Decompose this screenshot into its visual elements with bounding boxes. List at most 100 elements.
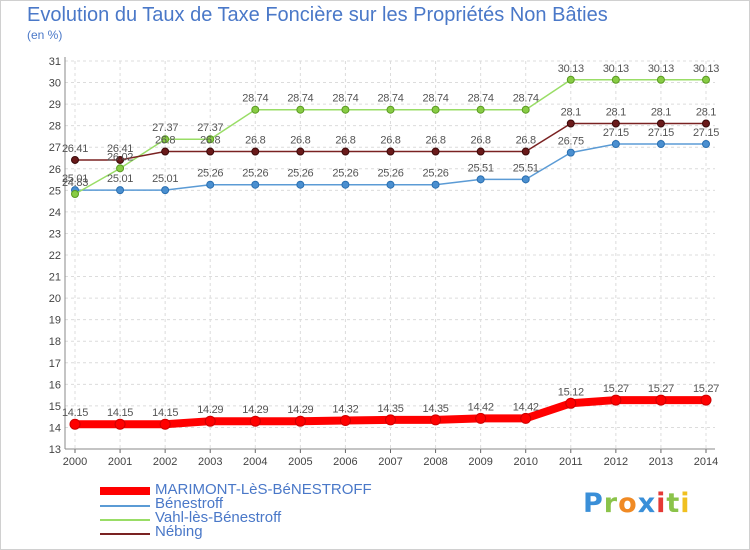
data-label-3: 26.8 [335, 135, 355, 147]
y-tick-label: 19 [49, 315, 61, 327]
x-tick-label: 2014 [694, 456, 718, 468]
data-label-1: 25.01 [62, 173, 88, 185]
legend-label-nebing: Nébing [155, 523, 203, 540]
data-point-0 [520, 412, 532, 424]
chart-title: Evolution du Taux de Taxe Foncière sur l… [27, 4, 608, 26]
data-label-2: 28.74 [468, 93, 494, 105]
logo-letter: o [618, 488, 638, 519]
legend-swatch-vahl [100, 519, 150, 521]
legend-swatch-nebing [100, 533, 150, 535]
data-label-3: 28.1 [561, 107, 581, 119]
x-tick-label: 2009 [468, 456, 492, 468]
data-point-1 [161, 186, 170, 195]
y-tick-label: 29 [49, 99, 61, 111]
data-label-2: 30.13 [693, 63, 719, 75]
data-label-0: 15.27 [603, 383, 629, 395]
x-tick-label: 2007 [378, 456, 402, 468]
data-label-2: 24.83 [62, 177, 88, 189]
y-tick-label: 28 [49, 121, 61, 133]
data-point-1 [656, 139, 665, 148]
data-label-0: 14.29 [242, 404, 268, 416]
logo-letter: i [680, 488, 691, 519]
legend-label-benestroff: Bénestroff [155, 495, 224, 512]
data-point-3 [702, 119, 710, 128]
data-point-2 [386, 105, 395, 114]
data-point-0 [294, 415, 306, 427]
data-point-3 [386, 147, 395, 156]
data-point-2 [656, 75, 665, 84]
data-point-3 [341, 147, 350, 156]
data-point-2 [116, 164, 125, 173]
data-label-0: 14.35 [377, 403, 403, 415]
data-label-0: 14.42 [468, 401, 494, 413]
data-point-2 [296, 105, 305, 114]
data-label-2: 26.02 [107, 151, 133, 163]
x-tick-label: 2002 [153, 456, 177, 468]
y-tick-label: 30 [49, 78, 61, 90]
data-point-0 [249, 415, 261, 427]
data-point-1 [206, 180, 215, 189]
data-point-2 [71, 189, 79, 198]
x-tick-label: 2001 [108, 456, 132, 468]
x-tick-label: 2000 [63, 456, 87, 468]
data-label-0: 15.12 [558, 386, 584, 398]
data-label-1: 25.51 [513, 162, 539, 174]
data-label-0: 14.15 [107, 407, 133, 419]
data-point-0 [565, 397, 577, 409]
data-point-2 [476, 105, 485, 114]
y-tick-label: 18 [49, 336, 61, 348]
data-label-3: 26.8 [471, 135, 491, 147]
data-label-3: 28.1 [696, 107, 716, 119]
data-point-3 [521, 147, 530, 156]
data-label-2: 30.13 [558, 63, 584, 75]
data-point-0 [700, 394, 712, 406]
y-tick-label: 20 [49, 293, 61, 305]
data-point-1 [521, 175, 530, 184]
y-tick-label: 23 [49, 228, 61, 240]
legend-label-marimont: MARIMONT-LèS-BéNESTROFF [155, 481, 372, 498]
data-point-3 [296, 147, 305, 156]
data-point-0 [159, 418, 171, 430]
data-label-3: 26.8 [200, 135, 220, 147]
data-point-2 [702, 75, 710, 84]
y-tick-label: 22 [49, 250, 61, 262]
y-tick-label: 21 [49, 272, 61, 284]
data-label-3: 26.8 [245, 135, 265, 147]
data-point-1 [431, 180, 440, 189]
data-point-3 [476, 147, 485, 156]
data-label-0: 14.15 [152, 407, 178, 419]
data-label-2: 28.74 [423, 93, 449, 105]
data-label-3: 28.1 [606, 107, 626, 119]
y-tick-label: 17 [49, 358, 61, 370]
data-label-3: 26.8 [290, 135, 310, 147]
data-point-0 [475, 412, 487, 424]
data-point-2 [341, 105, 350, 114]
data-label-2: 28.74 [287, 93, 313, 105]
data-point-1 [341, 180, 350, 189]
data-point-0 [114, 418, 126, 430]
data-point-1 [116, 186, 125, 195]
x-tick-label: 2011 [559, 456, 583, 468]
logo-letter: i [656, 488, 667, 519]
data-label-0: 14.29 [197, 404, 223, 416]
data-label-3: 26.8 [425, 135, 445, 147]
y-tick-label: 25 [49, 185, 61, 197]
data-label-1: 26.75 [558, 136, 584, 148]
data-label-2: 27.37 [197, 122, 223, 134]
x-tick-label: 2003 [198, 456, 222, 468]
y-tick-label: 27 [49, 142, 61, 154]
data-label-3: 26.8 [155, 135, 175, 147]
data-point-0 [430, 414, 442, 426]
data-point-0 [204, 415, 216, 427]
data-label-2: 28.74 [513, 93, 539, 105]
data-label-2: 28.74 [242, 93, 268, 105]
data-point-3 [431, 147, 440, 156]
logo-letter: r [603, 488, 619, 519]
data-label-2: 30.13 [603, 63, 629, 75]
data-label-0: 15.27 [693, 383, 719, 395]
data-point-3 [251, 147, 260, 156]
legend-label-vahl: Vahl-lès-Bénestroff [155, 509, 282, 526]
legend-swatch-benestroff [100, 505, 150, 507]
data-point-0 [69, 418, 81, 430]
data-point-3 [71, 155, 79, 164]
